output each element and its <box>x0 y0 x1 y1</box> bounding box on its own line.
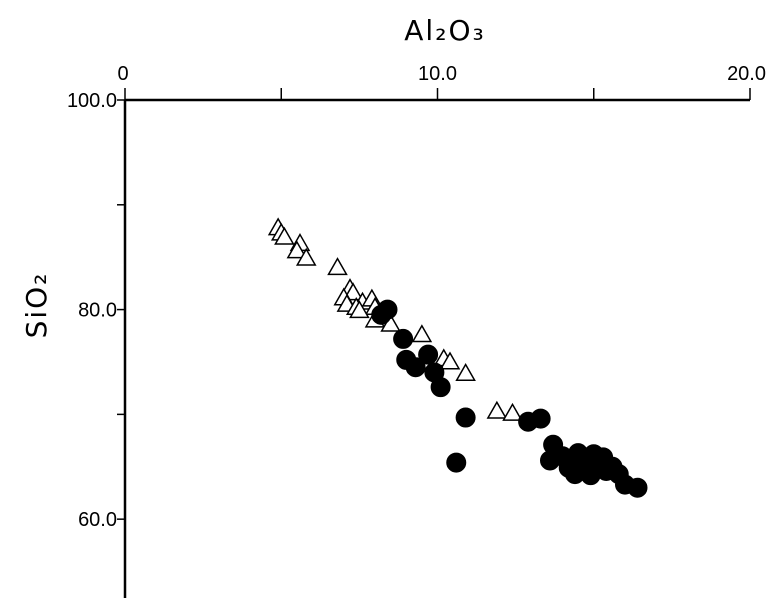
y-tick-label: 80.0 <box>78 300 117 322</box>
x-tick-label: 10.0 <box>418 63 457 85</box>
triangle-point <box>286 240 308 259</box>
x-tick-label: 20.0 <box>727 63 766 85</box>
circle-point <box>430 377 451 398</box>
circle-point <box>590 456 610 477</box>
data-points <box>267 217 648 498</box>
ticks <box>117 88 751 520</box>
triangle-point <box>486 400 508 419</box>
triangle-point <box>502 402 523 421</box>
circle-point <box>393 328 414 349</box>
y-tick-label: 100.0 <box>67 90 117 112</box>
y-tick-label: 60.0 <box>78 509 117 531</box>
triangle-point <box>327 257 348 276</box>
triangle-point <box>342 282 364 301</box>
triangle-point <box>411 324 433 343</box>
axes <box>123 98 750 598</box>
x-axis-title: Al₂O₃ <box>404 14 485 47</box>
circle-point <box>405 357 426 378</box>
circle-point <box>371 304 392 325</box>
circle-point <box>446 452 467 473</box>
triangle-point <box>274 226 295 245</box>
circle-point <box>418 344 439 365</box>
triangle-point <box>349 300 370 319</box>
triangle-point <box>439 351 461 370</box>
circle-point <box>627 477 648 498</box>
triangle-point <box>455 362 476 382</box>
tick-labels: 0 10.0 20.0 100.0 80.0 60.0 <box>67 63 766 531</box>
circle-point <box>455 407 476 428</box>
circle-point <box>530 408 551 429</box>
triangle-point <box>295 247 317 266</box>
x-tick-label: 0 <box>117 63 128 85</box>
y-axis-title: SiO₂ <box>20 272 53 339</box>
